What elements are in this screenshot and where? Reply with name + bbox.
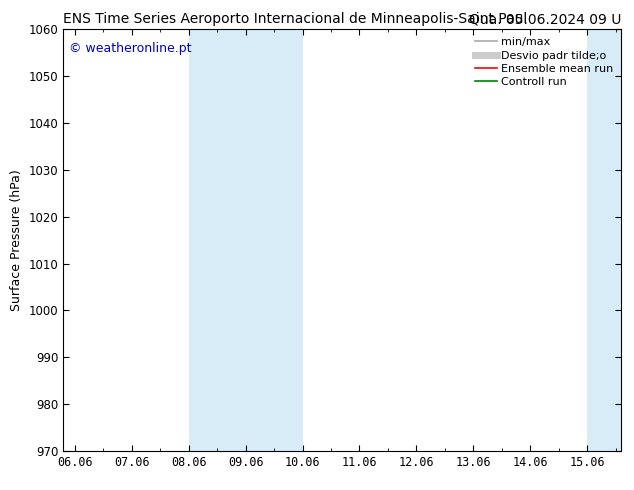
Text: ENS Time Series Aeroporto Internacional de Minneapolis-Saint Paul: ENS Time Series Aeroporto Internacional … (63, 12, 527, 26)
Text: Qua. 05.06.2024 09 U: Qua. 05.06.2024 09 U (469, 12, 621, 26)
Y-axis label: Surface Pressure (hPa): Surface Pressure (hPa) (10, 169, 23, 311)
Legend: min/max, Desvio padr tilde;o, Ensemble mean run, Controll run: min/max, Desvio padr tilde;o, Ensemble m… (472, 35, 616, 89)
Bar (587, 29, 621, 451)
Bar (189, 29, 302, 451)
Text: © weatheronline.pt: © weatheronline.pt (69, 42, 191, 55)
